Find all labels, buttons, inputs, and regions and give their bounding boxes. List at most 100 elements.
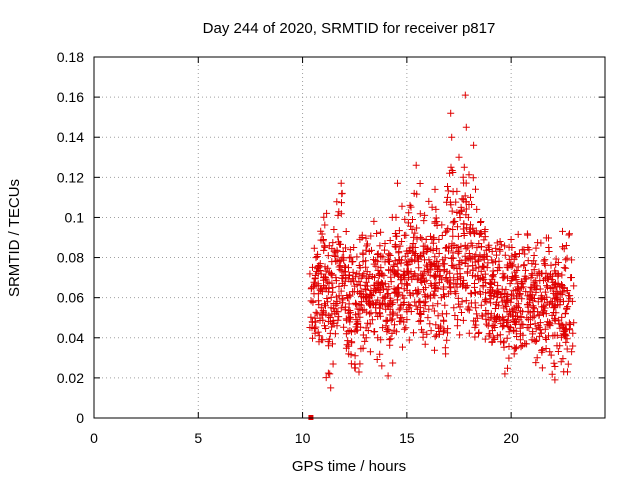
data-point bbox=[561, 309, 569, 317]
data-point bbox=[434, 266, 442, 274]
data-point bbox=[413, 305, 421, 313]
data-point bbox=[377, 279, 385, 287]
data-point bbox=[512, 309, 520, 317]
data-point bbox=[449, 169, 457, 176]
data-point bbox=[542, 336, 550, 343]
data-point bbox=[366, 310, 374, 318]
data-point bbox=[386, 311, 394, 319]
data-point bbox=[336, 240, 344, 248]
data-point bbox=[502, 286, 510, 294]
data-point bbox=[519, 280, 527, 288]
data-point bbox=[442, 228, 450, 236]
data-point bbox=[376, 350, 384, 358]
data-point bbox=[512, 327, 520, 335]
data-point bbox=[425, 305, 433, 313]
data-point bbox=[568, 348, 576, 356]
data-point bbox=[504, 291, 512, 299]
data-point bbox=[441, 254, 449, 262]
data-point bbox=[485, 330, 493, 338]
data-point bbox=[434, 300, 442, 308]
data-point bbox=[421, 278, 428, 286]
data-point bbox=[495, 313, 503, 321]
data-point bbox=[353, 253, 361, 261]
data-point bbox=[321, 221, 329, 229]
data-point bbox=[338, 189, 346, 197]
data-point bbox=[491, 324, 499, 331]
data-point bbox=[460, 232, 468, 239]
data-point bbox=[327, 304, 335, 312]
data-point bbox=[488, 272, 496, 280]
data-point bbox=[425, 256, 433, 264]
data-point bbox=[329, 288, 337, 296]
data-point bbox=[459, 316, 467, 324]
data-point bbox=[529, 314, 537, 322]
data-point bbox=[454, 223, 461, 231]
data-point bbox=[331, 253, 339, 260]
data-point bbox=[377, 252, 385, 260]
data-point bbox=[440, 326, 448, 334]
data-point bbox=[435, 236, 443, 243]
data-point bbox=[416, 253, 424, 261]
data-point bbox=[401, 215, 409, 223]
data-point bbox=[548, 370, 556, 378]
data-point bbox=[334, 308, 342, 316]
data-point bbox=[345, 342, 353, 350]
data-point bbox=[514, 283, 522, 291]
data-point bbox=[333, 322, 341, 330]
data-point bbox=[487, 281, 495, 288]
data-point bbox=[312, 254, 320, 262]
data-point bbox=[556, 282, 564, 290]
data-point bbox=[498, 298, 506, 306]
data-point bbox=[528, 293, 536, 301]
data-point bbox=[547, 261, 555, 269]
data-point bbox=[448, 207, 456, 215]
data-point bbox=[386, 252, 394, 259]
data-point bbox=[423, 244, 431, 252]
data-point bbox=[419, 274, 427, 282]
data-point bbox=[328, 245, 336, 253]
data-point bbox=[546, 348, 554, 356]
data-point bbox=[343, 341, 351, 349]
data-point bbox=[431, 333, 439, 341]
data-point bbox=[488, 338, 496, 346]
data-point bbox=[562, 332, 570, 340]
data-point bbox=[508, 290, 515, 298]
data-point bbox=[447, 109, 455, 117]
data-point bbox=[452, 244, 460, 251]
data-points bbox=[306, 91, 578, 420]
data-point bbox=[420, 270, 428, 278]
data-point bbox=[450, 217, 458, 225]
data-point bbox=[538, 303, 546, 311]
data-point bbox=[501, 242, 509, 250]
data-point bbox=[501, 370, 509, 378]
data-point bbox=[415, 264, 423, 272]
data-point bbox=[408, 226, 416, 233]
data-point bbox=[531, 320, 539, 328]
data-point bbox=[436, 272, 444, 280]
data-point bbox=[482, 295, 489, 303]
data-point bbox=[411, 229, 419, 237]
data-point bbox=[539, 308, 547, 316]
data-point bbox=[311, 329, 319, 337]
data-point bbox=[486, 280, 494, 287]
data-point bbox=[537, 239, 545, 247]
data-point bbox=[522, 266, 529, 274]
data-point bbox=[458, 258, 466, 266]
data-point bbox=[333, 198, 341, 206]
data-point bbox=[448, 133, 456, 141]
data-point bbox=[328, 323, 336, 331]
data-point bbox=[453, 322, 461, 330]
x-tick-label: 5 bbox=[194, 430, 202, 446]
data-point bbox=[339, 248, 347, 255]
data-point bbox=[337, 179, 345, 187]
data-point bbox=[524, 231, 532, 239]
data-point bbox=[345, 264, 352, 272]
data-point bbox=[367, 232, 375, 240]
data-point bbox=[319, 316, 327, 324]
data-point bbox=[468, 242, 476, 250]
data-point bbox=[317, 270, 325, 278]
data-point bbox=[444, 193, 451, 201]
data-point bbox=[464, 305, 472, 313]
data-point bbox=[357, 323, 365, 331]
data-point bbox=[407, 203, 415, 211]
